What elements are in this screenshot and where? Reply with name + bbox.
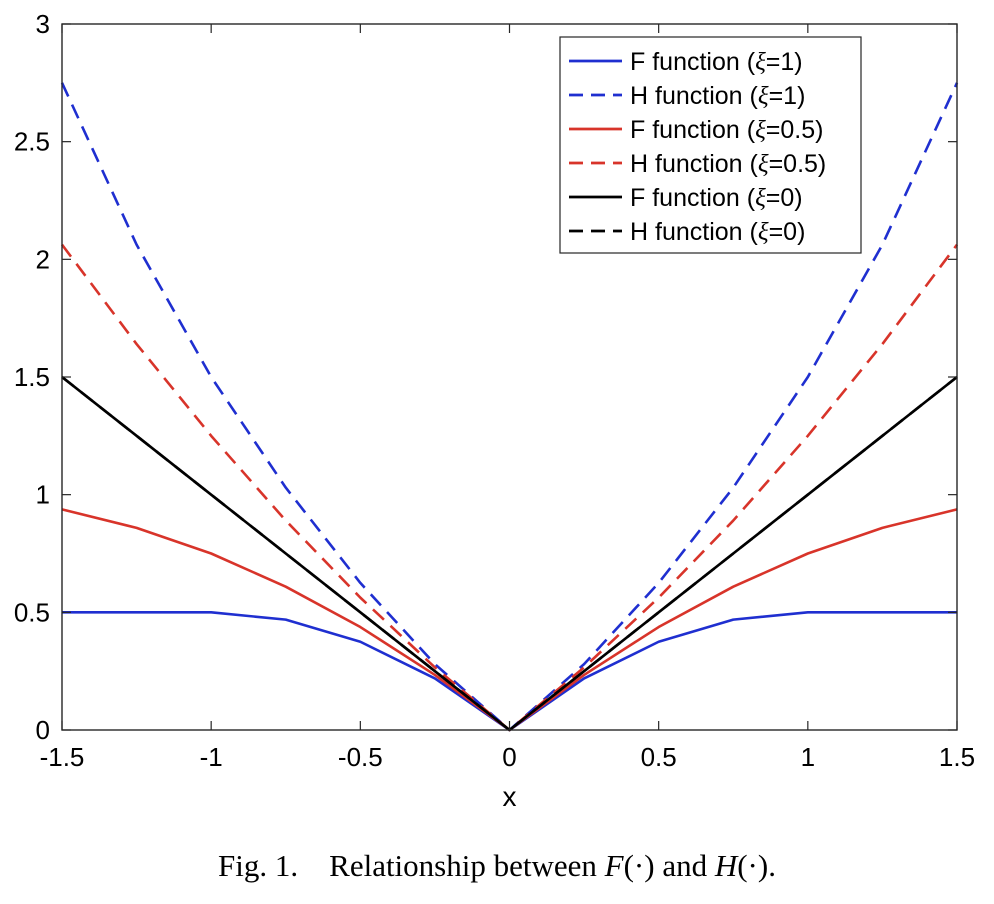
legend-box	[559, 36, 862, 254]
y-tick-label: 2	[36, 244, 50, 274]
x-tick-label: 1.5	[939, 742, 975, 772]
y-tick-label: 1	[36, 480, 50, 510]
x-tick-label: -1.5	[40, 742, 85, 772]
x-tick-label: -0.5	[338, 742, 383, 772]
legend-label: H function (ξ=1)	[630, 82, 805, 110]
caption-f-symbol: F	[604, 848, 624, 883]
caption-h-symbol: H	[714, 848, 738, 883]
y-tick-label: 1.5	[14, 362, 50, 392]
y-tick-label: 0	[36, 715, 50, 745]
caption-f-arg: (·)	[623, 848, 655, 883]
line-chart: -1.5 -1 -0.5 0 0.5 1 1.5 0 0.5 1 1.5 2 2.5 3 x F func…	[14, 9, 975, 812]
legend-label: H function (ξ=0)	[630, 218, 805, 246]
legend-label: F function (ξ=0.5)	[630, 116, 823, 144]
caption-label: Fig. 1.	[218, 848, 299, 883]
caption-text-start: Relationship between	[329, 848, 605, 883]
x-axis-label: x	[503, 781, 517, 812]
caption-text-mid: and	[654, 848, 715, 883]
x-tick-label: 0.5	[641, 742, 677, 772]
legend: F function (ξ=1) H function (ξ=1) F functi…	[559, 36, 862, 254]
figure-caption: Fig. 1. Relationship between F(·) and H(…	[0, 848, 994, 884]
x-tick-label: 0	[502, 742, 516, 772]
caption-h-arg: (·)	[737, 848, 769, 883]
y-tick-label: 2.5	[14, 127, 50, 157]
ticks-group: -1.5 -1 -0.5 0 0.5 1 1.5 0 0.5 1 1.5 2 2.5 3	[14, 9, 975, 772]
legend-label: F function (ξ=1)	[630, 48, 803, 76]
legend-label: H function (ξ=0.5)	[630, 150, 826, 178]
y-tick-label: 3	[36, 9, 50, 39]
y-tick-label: 0.5	[14, 597, 50, 627]
x-tick-label: 1	[801, 742, 815, 772]
series-line-h-function-xi-0	[61, 375, 958, 732]
caption-text-end: .	[768, 848, 776, 883]
legend-label: F function (ξ=0)	[630, 184, 803, 212]
x-tick-label: -1	[200, 742, 223, 772]
